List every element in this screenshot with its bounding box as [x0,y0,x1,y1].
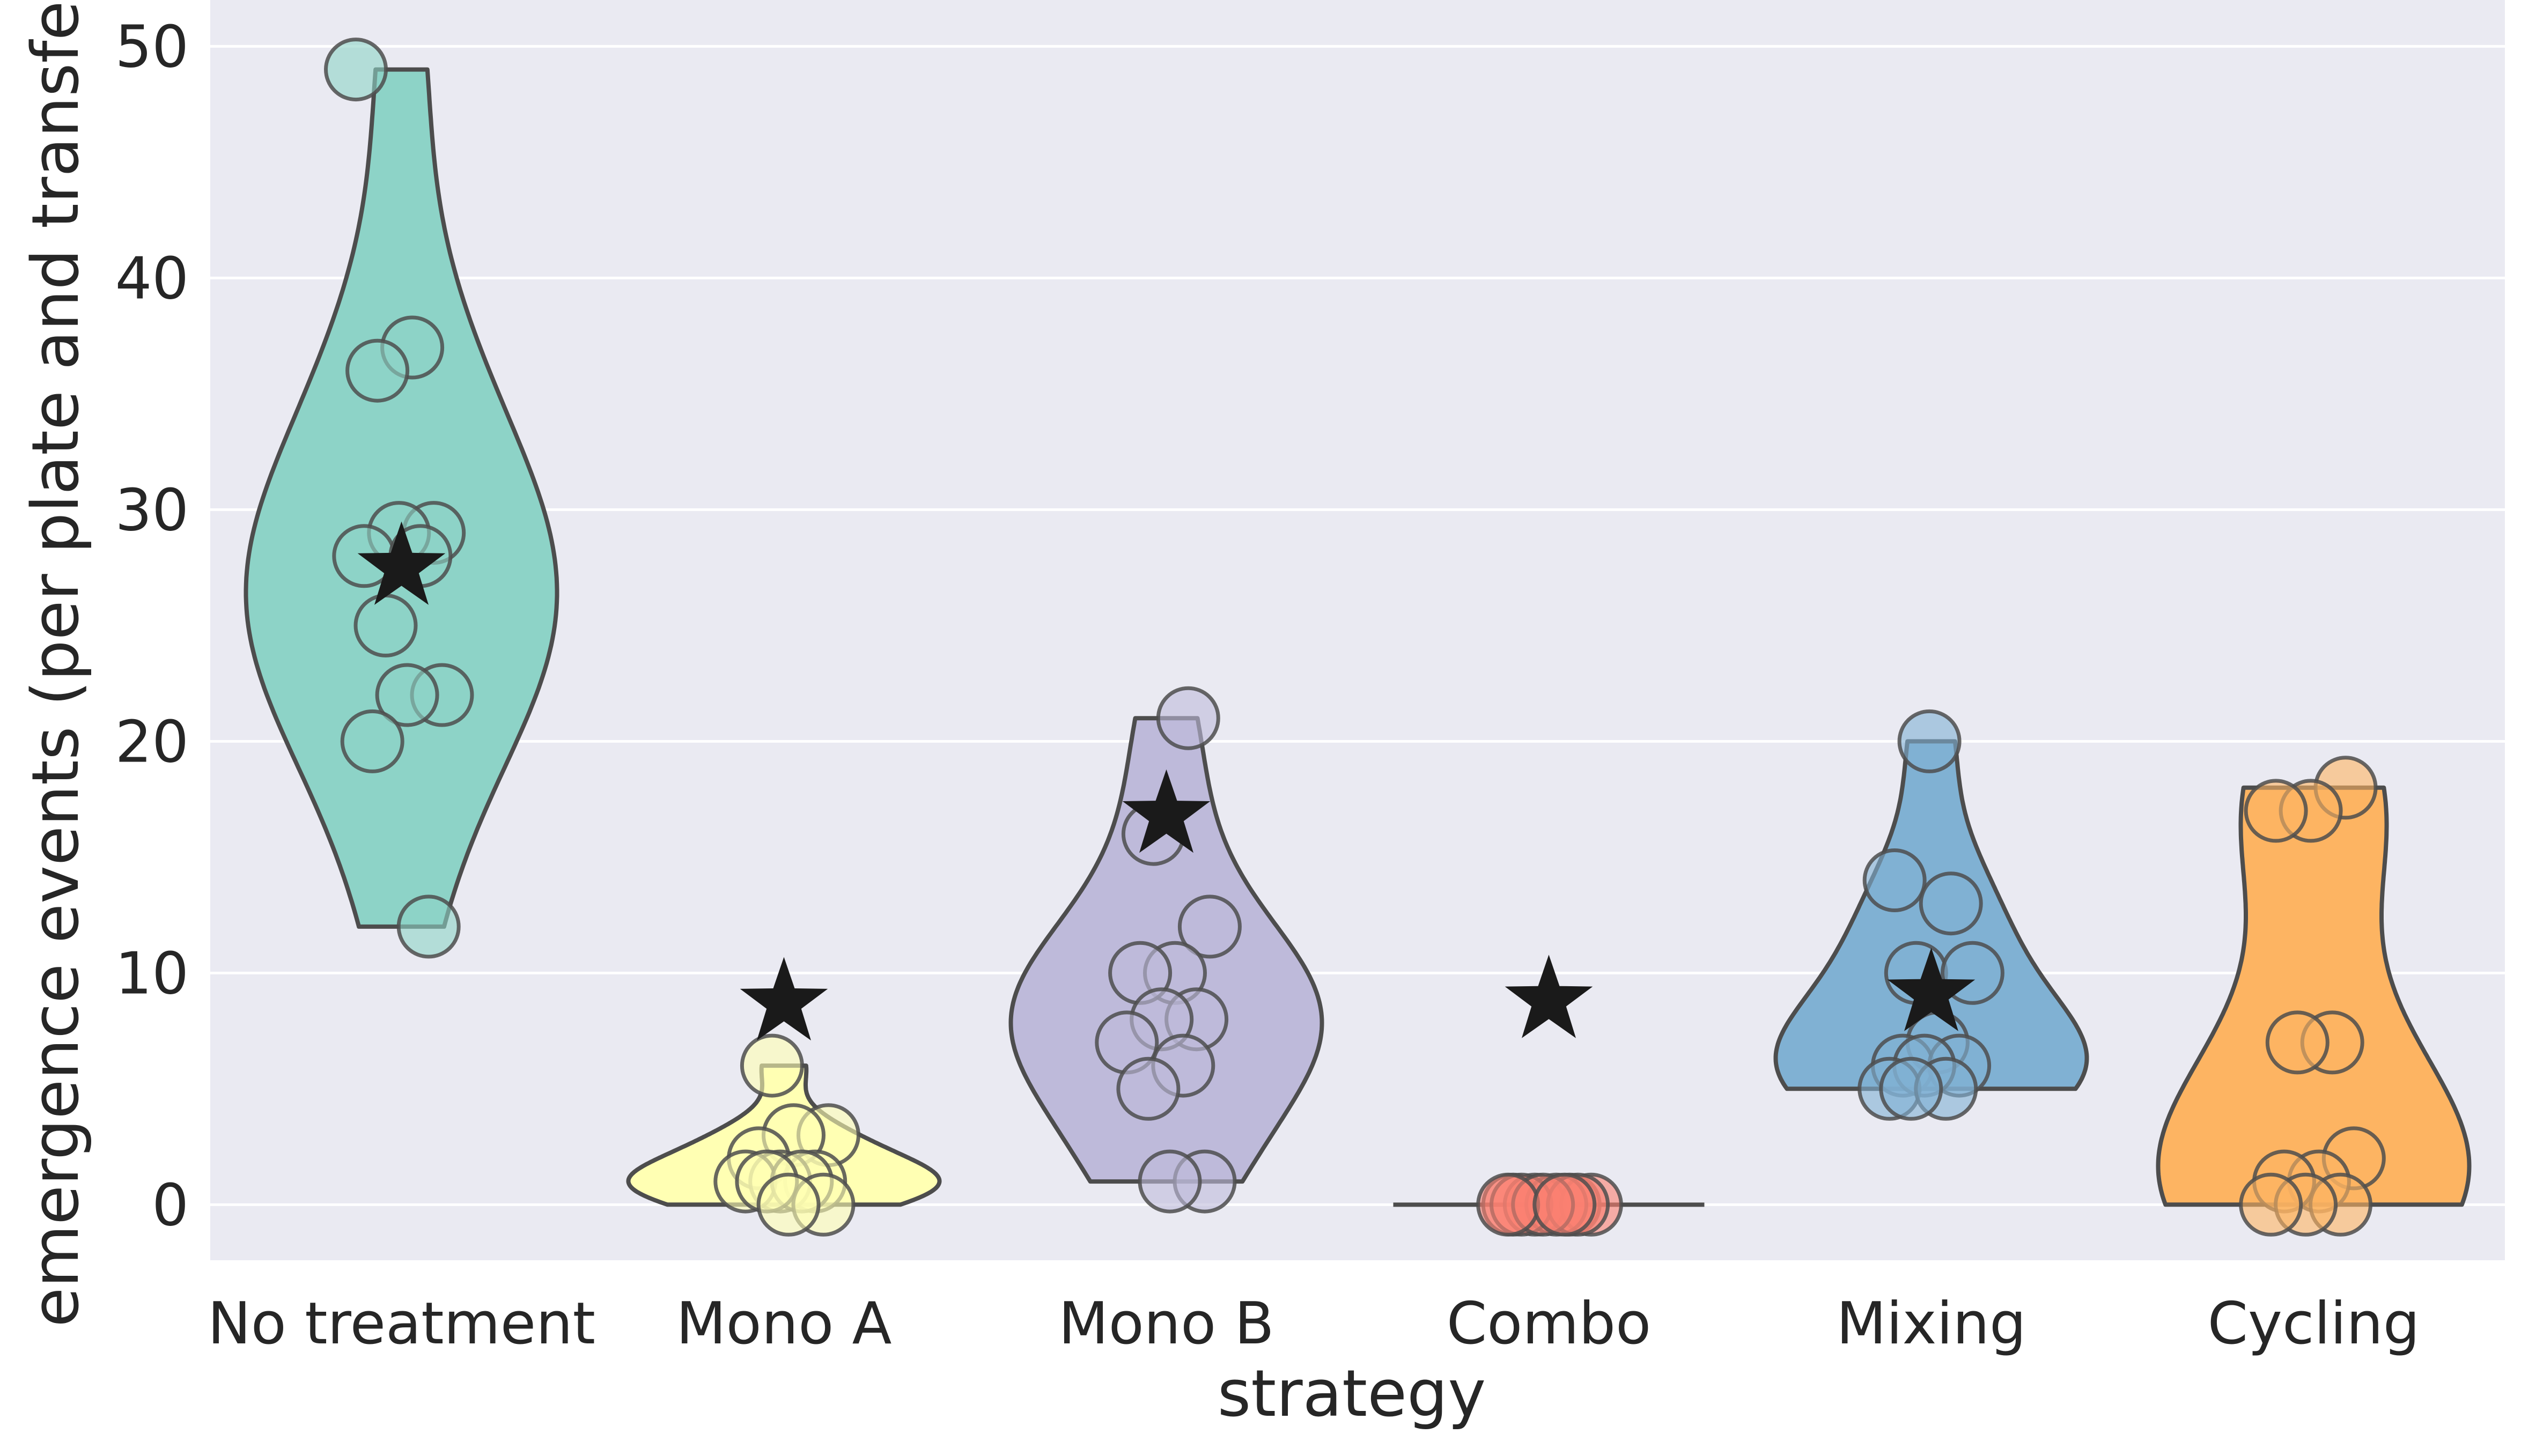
x-tick-labels: No treatment Mono A Mono B Combo Mixing Cycli… [208,1290,2420,1357]
gridlines [210,45,2505,1206]
data-point [345,338,410,403]
data-point [2265,1010,2330,1075]
x-tick-label: Combo [1447,1290,1651,1357]
data-points [324,38,2386,1237]
mean-star-marker [357,521,446,605]
data-point [340,709,404,773]
data-point [396,895,461,959]
data-point [1156,686,1220,750]
data-point [324,38,388,102]
x-axis-label: strategy [1218,1357,1486,1431]
x-tick-label: Cycling [2208,1290,2420,1357]
violin [2156,785,2472,1207]
y-axis-label: emergence events (per plate and transfer… [19,0,93,1327]
y-tick-labels: 0 10 20 30 40 50 [115,13,189,1239]
plot-background [210,0,2505,1260]
x-tick-label: Mixing [1836,1290,2026,1357]
data-point [1862,848,1927,912]
mean-star-marker [740,957,828,1041]
mean-star-marker [1505,955,1593,1038]
y-tick-label: 50 [115,13,189,80]
data-point [740,1033,804,1098]
data-point [375,663,439,727]
y-tick-label: 30 [115,477,189,544]
mean-star-marker [1122,769,1211,853]
data-point [1897,709,1962,773]
mean-star-marker [1887,948,1975,1031]
data-point [1532,1172,1597,1237]
x-tick-label: No treatment [208,1290,595,1357]
data-point [2244,779,2308,843]
y-tick-label: 10 [115,940,189,1007]
data-point [1879,1056,1943,1121]
data-point [2239,1172,2303,1237]
y-tick-label: 40 [115,245,189,312]
x-tick-label: Mono B [1058,1290,1274,1357]
data-point [1138,1149,1202,1214]
y-tick-label: 0 [152,1172,189,1239]
mean-markers [357,521,1975,1041]
data-point [756,1172,821,1237]
data-point [1476,1172,1540,1237]
data-point [353,593,418,657]
data-point [1177,895,1242,959]
x-tick-label: Mono A [676,1290,892,1357]
y-tick-label: 20 [115,708,189,775]
data-point [1116,1056,1181,1121]
data-point [1919,871,1983,936]
